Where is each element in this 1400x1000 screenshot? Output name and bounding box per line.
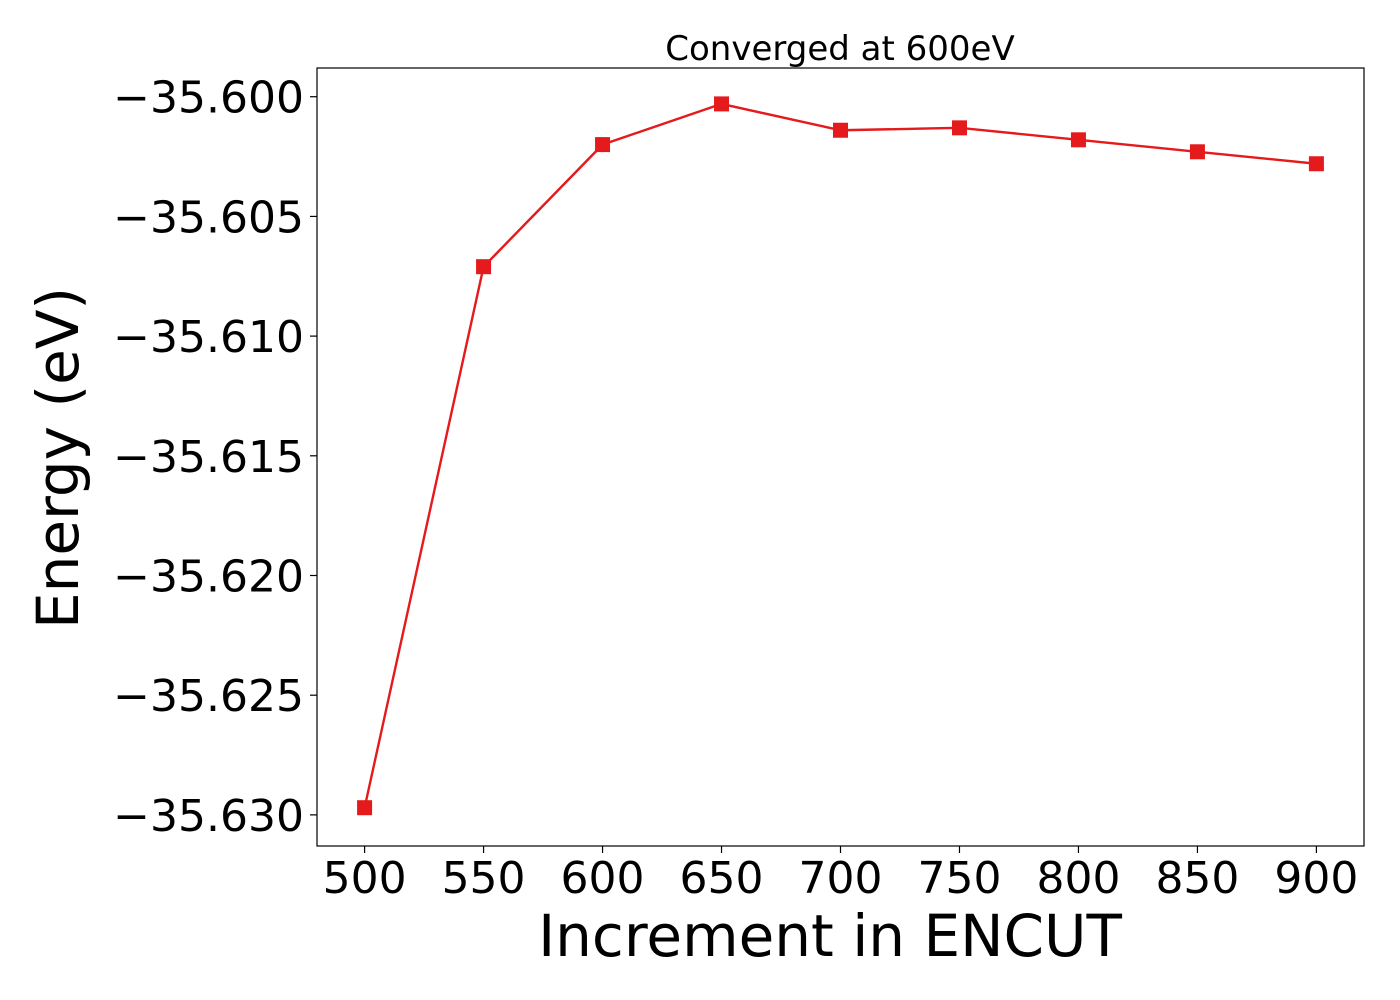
plot-frame [316, 67, 1365, 847]
x-axis-label: Increment in ENCUT [538, 902, 1122, 970]
data-point [833, 122, 848, 138]
data-point [1070, 132, 1086, 148]
data-point [1189, 144, 1205, 160]
x-axis: 500 550 600 650 700 750 800 850 900 [323, 846, 1358, 904]
y-tick-label: −35.630 [113, 791, 304, 842]
x-tick-label: 850 [1155, 853, 1239, 904]
x-tick-label: 650 [680, 853, 764, 904]
y-tick-label: −35.605 [113, 192, 304, 243]
series-layer [357, 96, 1324, 816]
data-point [357, 800, 373, 816]
y-tick-label: −35.610 [113, 312, 304, 363]
y-axis: −35.600 −35.605 −35.610 −35.615 −35.620 −35.6… [113, 73, 317, 842]
series-line [363, 102, 1317, 808]
x-tick-label: 600 [561, 853, 645, 904]
y-tick-label: −35.620 [113, 551, 304, 602]
x-tick-label: 900 [1274, 853, 1358, 904]
data-point [951, 120, 967, 136]
x-tick-label: 550 [442, 853, 526, 904]
data-point [476, 259, 492, 275]
x-tick-label: 750 [917, 853, 1001, 904]
x-tick-label: 800 [1036, 853, 1120, 904]
y-tick-label: −35.625 [113, 671, 304, 722]
data-point [714, 96, 730, 112]
y-tick-label: −35.600 [113, 73, 304, 124]
x-tick-label: 700 [799, 853, 883, 904]
y-axis-label: Energy (eV) [24, 287, 92, 629]
y-tick-label: −35.615 [113, 432, 304, 483]
data-point [595, 137, 611, 153]
data-point [1308, 156, 1324, 172]
chart-title: Converged at 600eV [665, 29, 1014, 69]
x-tick-label: 500 [323, 853, 407, 904]
